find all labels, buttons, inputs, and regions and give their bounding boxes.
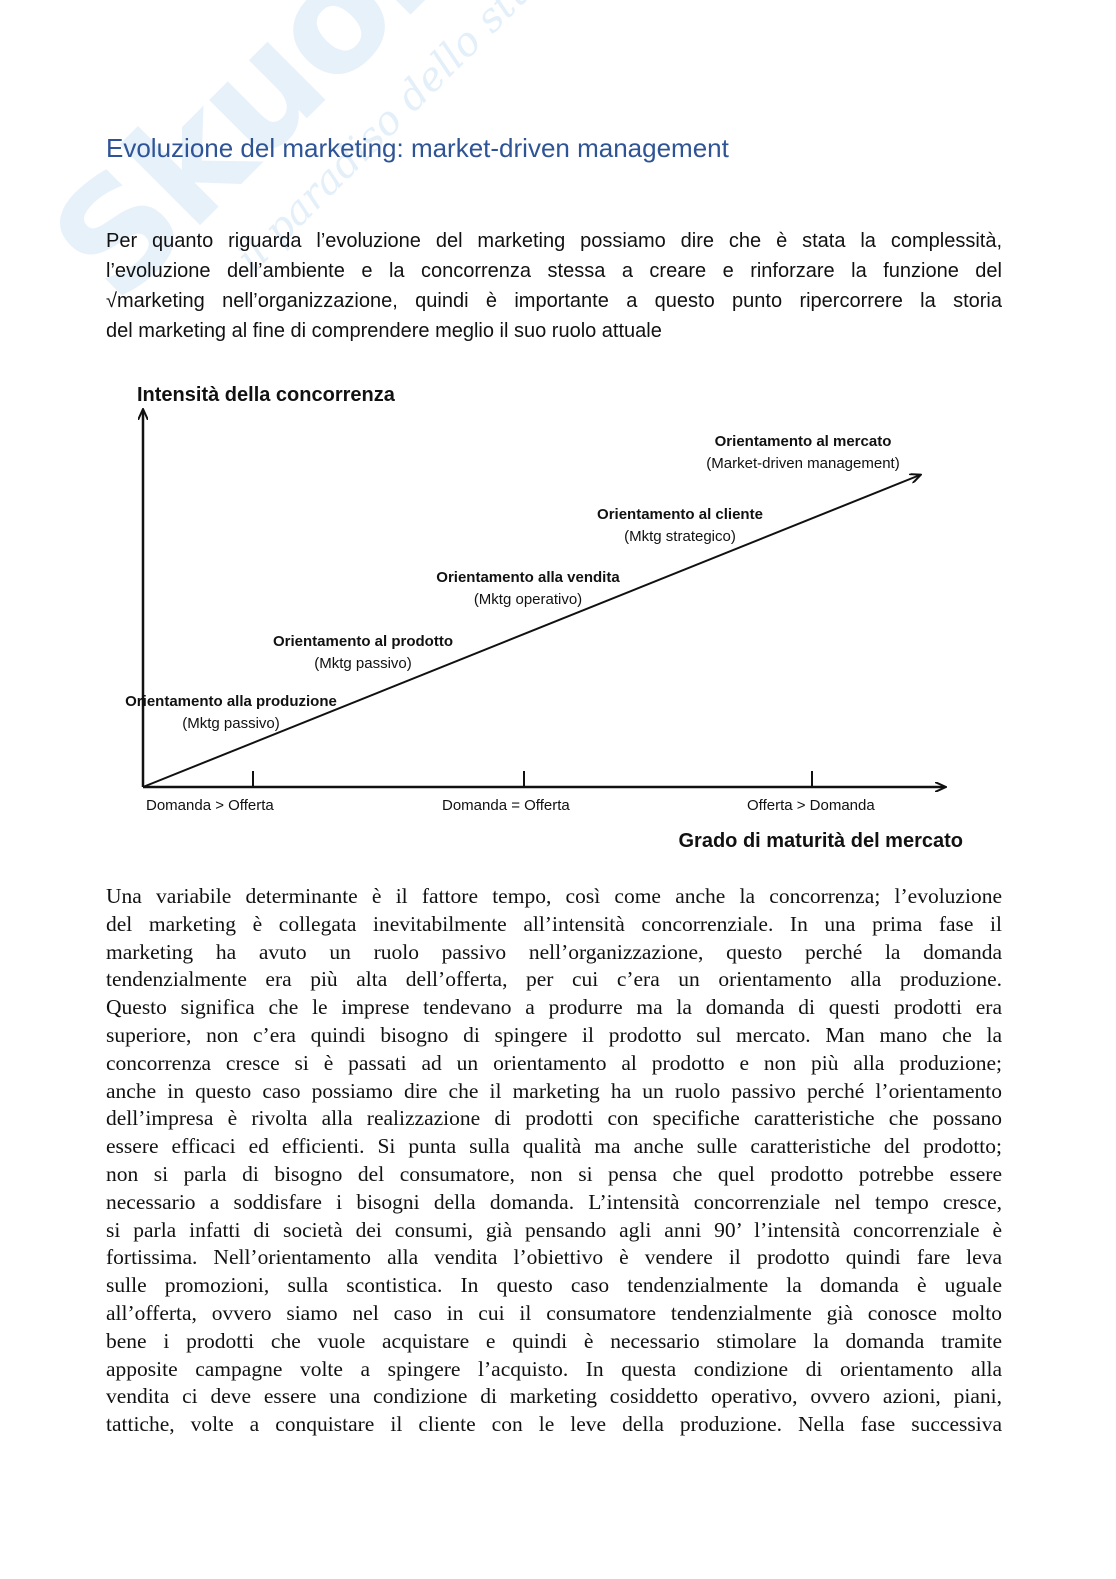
text-line: non si parla di bisogno del consumatore,… <box>106 1161 1002 1186</box>
stage-name: Orientamento alla vendita <box>436 569 620 586</box>
text-line: si parla infatti di società dei consumi,… <box>106 1217 1002 1242</box>
stage-sub: (Mktg passivo) <box>182 715 280 732</box>
text-line: essere efficaci ed efficienti. Si punta … <box>106 1134 1002 1159</box>
stage-name: Orientamento al prodotto <box>273 633 453 650</box>
text-line: l’evoluzione dell’ambiente e la concorre… <box>106 260 1002 282</box>
x-tick-label: Offerta > Domanda <box>747 797 875 814</box>
trend-arrow <box>142 475 920 788</box>
stage-sub: (Mktg operativo) <box>474 591 582 608</box>
x-axis-title: Grado di maturità del mercato <box>678 830 963 852</box>
text-line: concorrenza cresce si è passati ad un or… <box>106 1050 1002 1075</box>
text-line: Per quanto riguarda l’evoluzione del mar… <box>106 230 1002 252</box>
text-line: anche in questo caso possiamo dire che i… <box>106 1078 1002 1103</box>
stage-name: Orientamento al mercato <box>715 433 892 450</box>
text-line: tendenzialmente era più alta dell’offert… <box>106 967 1002 992</box>
text-line: all’offerta, ovvero siamo nel caso in cu… <box>106 1300 1002 1325</box>
body-paragraph: Una variabile determinante è il fattore … <box>106 883 1002 1439</box>
text-line: vendita ci deve essere una condizione di… <box>106 1384 1002 1409</box>
text-line: apposite campagne volte a spingere l’acq… <box>106 1356 1002 1381</box>
text-line: Una variabile determinante è il fattore … <box>106 884 1002 908</box>
marketing-evolution-diagram: Intensità della concorrenza Grado di mat… <box>125 384 963 852</box>
x-tick-label: Domanda = Offerta <box>442 797 570 814</box>
text-line: fortissima. Nell’orientamento alla vendi… <box>106 1245 1002 1270</box>
y-axis-title: Intensità della concorrenza <box>137 384 396 406</box>
text-line: bene i prodotti che vuole acquistare e q… <box>106 1328 1002 1353</box>
stage-sub: (Mktg passivo) <box>314 655 412 672</box>
text-line: sulle promozioni, sulla scontistica. In … <box>106 1273 1002 1298</box>
text-line: del marketing al fine di comprendere meg… <box>106 320 662 342</box>
stage-name: Orientamento al cliente <box>597 506 763 523</box>
text-line: necessario a soddisfare i bisogni della … <box>106 1189 1002 1214</box>
text-line: dell’impresa è rivolta alla realizzazion… <box>106 1106 1002 1131</box>
text-line: tattiche, volte a conquistare il cliente… <box>106 1412 1002 1437</box>
text-line: marketing ha avuto un ruolo passivo nell… <box>106 939 1002 964</box>
x-tick-label: Domanda > Offerta <box>146 797 274 814</box>
text-line: √marketing nell’organizzazione, quindi è… <box>106 290 1002 312</box>
text-line: superiore, non c’era quindi bisogno di s… <box>106 1022 1002 1047</box>
stage-sub: (Market-driven management) <box>706 455 899 472</box>
page-title: Evoluzione del marketing: market-driven … <box>106 133 729 163</box>
text-line: del marketing è collegata inevitabilment… <box>106 911 1002 936</box>
intro-paragraph: Per quanto riguarda l’evoluzione del mar… <box>106 226 1002 346</box>
text-line: Questo significa che le imprese tendevan… <box>106 995 1002 1020</box>
stage-sub: (Mktg strategico) <box>624 528 736 545</box>
stage-name: Orientamento alla produzione <box>125 693 337 710</box>
